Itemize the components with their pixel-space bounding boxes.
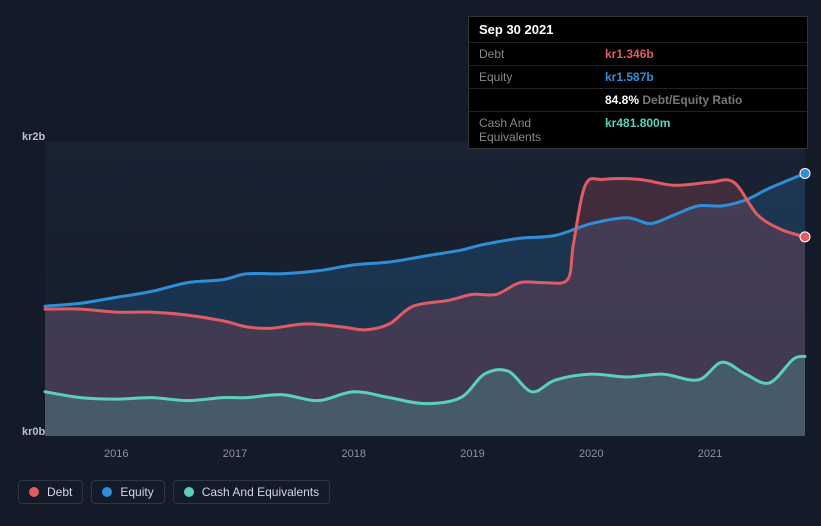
legend-label: Cash And Equivalents: [202, 485, 319, 499]
legend-label: Debt: [47, 485, 72, 499]
legend-swatch: [102, 487, 112, 497]
tooltip-row-label: Equity: [479, 70, 589, 84]
y-axis-tick: kr2b: [22, 131, 45, 143]
y-axis-tick: kr0b: [22, 426, 45, 438]
x-axis-tick: 2017: [223, 448, 247, 460]
chart-container: kr0b kr2b 2016 2017 2018 2019 2020 2021 Sep 30…: [0, 0, 821, 526]
tooltip-row-value: kr1.346b: [605, 47, 654, 61]
x-axis-tick: 2018: [342, 448, 366, 460]
tooltip-row: Equity kr1.587b: [469, 65, 807, 88]
x-axis-tick: 2020: [579, 448, 603, 460]
legend-swatch: [29, 487, 39, 497]
legend-label: Equity: [120, 485, 153, 499]
tooltip-row: Cash And Equivalents kr481.800m: [469, 111, 807, 148]
tooltip-row: Debt kr1.346b: [469, 42, 807, 65]
tooltip-title: Sep 30 2021: [469, 17, 807, 42]
tooltip-row-value: kr481.800m: [605, 116, 670, 144]
legend-item-equity[interactable]: Equity: [91, 480, 164, 504]
legend-item-debt[interactable]: Debt: [18, 480, 83, 504]
x-axis-tick: 2021: [698, 448, 722, 460]
tooltip-row: 84.8% Debt/Equity Ratio: [469, 88, 807, 111]
legend-item-cash-and-equivalents[interactable]: Cash And Equivalents: [173, 480, 330, 504]
series-end-marker: [800, 168, 810, 178]
tooltip-row-label: Cash And Equivalents: [479, 116, 589, 144]
x-axis-tick: 2019: [460, 448, 484, 460]
tooltip-row-value: kr1.587b: [605, 70, 654, 84]
tooltip-row-label: [479, 93, 589, 107]
x-axis-tick: 2016: [104, 448, 128, 460]
chart-legend: Debt Equity Cash And Equivalents: [18, 480, 330, 504]
tooltip-row-label: Debt: [479, 47, 589, 61]
chart-tooltip: Sep 30 2021 Debt kr1.346b Equity kr1.587b 84.…: [468, 16, 808, 149]
series-end-marker: [800, 232, 810, 242]
tooltip-row-value: 84.8% Debt/Equity Ratio: [605, 93, 742, 107]
legend-swatch: [184, 487, 194, 497]
